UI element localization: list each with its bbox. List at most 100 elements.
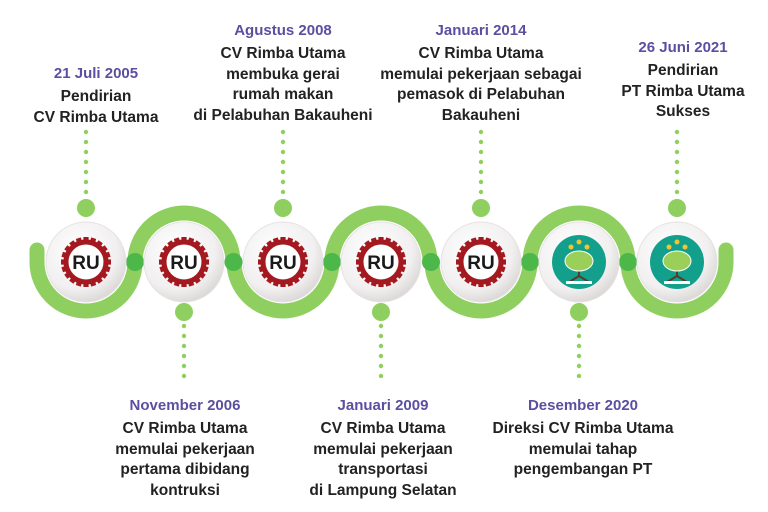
band-arc: [424, 261, 538, 319]
ru-logo-text: RU: [269, 253, 296, 274]
event-description-line: PT Rimba Utama: [621, 82, 745, 100]
event-description-line: kontruksi: [150, 481, 220, 499]
event-description-line: memulai pekerjaan: [115, 440, 255, 458]
dotted-line-dot: [280, 169, 286, 175]
event-description-line: Direksi CV Rimba Utama: [492, 420, 674, 437]
joint-dot: [422, 253, 440, 271]
event-3: Agustus 2008 CV Rimba Utama membuka gerai r…: [168, 21, 398, 126]
gear-ring: [358, 239, 404, 285]
dotted-line-dot: [181, 353, 187, 359]
dotted-line-dot: [674, 149, 680, 155]
ru-gear-logo: RU: [258, 237, 308, 287]
event-description-line: Bakauheni: [441, 106, 521, 124]
dotted-line-dot: [83, 169, 89, 175]
dotted-line-dot: [478, 149, 484, 155]
band-arc: [324, 205, 438, 263]
joint-dot: [224, 253, 243, 271]
star-icon: [576, 239, 582, 245]
event-date: 26 Juni 2021: [638, 39, 728, 56]
band-arc: [226, 261, 340, 319]
dotted-line-dot: [181, 373, 187, 379]
dotted-line-dot: [280, 159, 286, 165]
band-arc: [522, 205, 636, 263]
connector-dot: [274, 199, 292, 217]
event-description-line: rumah makan: [232, 86, 334, 103]
dotted-line-dot: [378, 323, 384, 329]
gear-center: [266, 245, 300, 279]
dotted-line-dot: [280, 129, 286, 135]
event-description-line: memulai tahap: [528, 440, 638, 458]
dotted-line-dot: [181, 323, 187, 329]
event-description-line: CV Rimba Utama: [418, 45, 544, 62]
gear-ring: [260, 239, 306, 285]
dotted-line-dot: [478, 129, 484, 135]
event-description-line: CV Rimba Utama: [122, 420, 248, 437]
ru-logo-text: RU: [170, 253, 197, 274]
connector-dot: [472, 199, 490, 217]
dotted-line-dot: [378, 363, 384, 369]
dotted-line-dot: [674, 179, 680, 185]
gear-center: [69, 245, 103, 279]
dotted-line-dot: [674, 189, 680, 195]
event-description-line: Pendirian: [60, 88, 132, 105]
tree-ground: [566, 281, 592, 284]
dotted-line-dot: [378, 343, 384, 349]
dotted-line-dot: [280, 139, 286, 145]
dotted-line-dot: [478, 159, 484, 165]
event-description-line: CV Rimba Utama: [320, 420, 446, 437]
dotted-line-dot: [576, 323, 582, 329]
gear-ring: [458, 239, 504, 285]
dotted-line-dot: [280, 189, 286, 195]
dotted-line-dot: [576, 373, 582, 379]
dotted-line-dot: [674, 139, 680, 145]
event-1: 21 Juli 2005 Pendirian CV Rimba Utama: [0, 64, 211, 128]
tree-ground: [664, 281, 690, 284]
ru-gear-logo: RU: [456, 237, 506, 287]
event-description-line: memulai pekerjaan: [313, 440, 453, 458]
dotted-line-dot: [576, 333, 582, 339]
event-5: Januari 2014 CV Rimba Utama memulai pekerj…: [366, 21, 596, 126]
connector-dot: [175, 303, 193, 321]
star-icon: [584, 244, 590, 250]
event-description-line: pengembangan PT: [513, 461, 653, 478]
star-icon: [568, 244, 574, 250]
event-description-line: pemasok di Pelabuhan: [397, 86, 565, 103]
event-description-line: di Pelabuhan Bakauheni: [193, 106, 373, 124]
tree-canopy: [564, 250, 594, 272]
dotted-line-dot: [83, 179, 89, 185]
connector-dot: [668, 199, 686, 217]
event-date: 21 Juli 2005: [53, 65, 139, 82]
dotted-line-dot: [674, 169, 680, 175]
ru-logo-text: RU: [467, 253, 494, 274]
dotted-line-dot: [576, 363, 582, 369]
dotted-line-dot: [83, 139, 89, 145]
dotted-line-dot: [83, 189, 89, 195]
dotted-line-dot: [478, 169, 484, 175]
event-description-line: Pendirian: [647, 62, 719, 79]
gear-center: [464, 245, 498, 279]
ru-gear-logo: RU: [356, 237, 406, 287]
star-icon: [682, 244, 688, 250]
event-date: Januari 2009: [337, 397, 429, 414]
event-description-line: transportasi: [338, 461, 428, 478]
gear-ring: [161, 239, 207, 285]
joint-dot: [126, 253, 144, 271]
band-arc: [127, 205, 241, 263]
dotted-line-dot: [83, 159, 89, 165]
star-icon: [674, 239, 680, 245]
gear-center: [364, 245, 398, 279]
event-date: November 2006: [129, 397, 241, 414]
event-date: Januari 2014: [435, 22, 527, 39]
event-description-line: CV Rimba Utama: [220, 45, 346, 62]
gear-center: [167, 245, 201, 279]
dotted-line-dot: [181, 363, 187, 369]
dotted-line-dot: [576, 353, 582, 359]
dotted-line-dot: [280, 149, 286, 155]
ru-gear-logo: RU: [61, 237, 111, 287]
dotted-line-dot: [378, 333, 384, 339]
event-6: Desember 2020 Direksi CV Rimba Utama memul…: [468, 396, 698, 481]
joint-dot: [521, 253, 539, 271]
dotted-line-dot: [280, 179, 286, 185]
band-arc: [620, 261, 734, 319]
dotted-line-dot: [378, 353, 384, 359]
